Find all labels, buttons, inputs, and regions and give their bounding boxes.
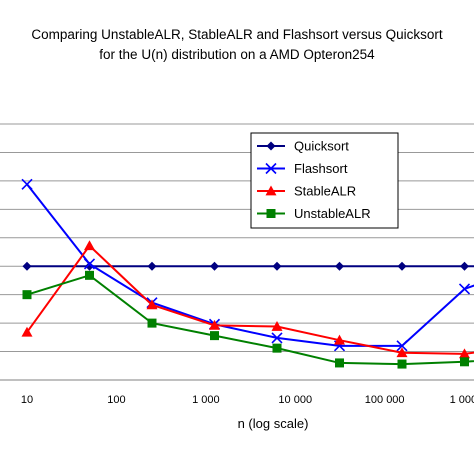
data-point-unstablealr: [460, 357, 469, 367]
legend-marker: [266, 209, 276, 218]
legend-item-quicksort: Quicksort: [257, 139, 349, 154]
legend-item-stablealr: StableALR: [257, 184, 356, 199]
data-point-unstablealr: [22, 290, 32, 300]
data-point-quicksort: [397, 261, 407, 271]
data-point-unstablealr: [85, 270, 94, 280]
data-point-quicksort: [460, 261, 469, 271]
data-point-stablealr: [396, 347, 408, 358]
data-point-stablealr: [459, 348, 470, 359]
chart-title-line2: for the U(n) distribution on a AMD Opter…: [99, 47, 375, 62]
data-point-unstablealr: [210, 331, 219, 341]
x-tick-label: 1 000: [192, 394, 220, 406]
x-axis-label: n (log scale): [238, 416, 309, 431]
legend-item-unstablealr: UnstableALR: [257, 206, 371, 221]
legend-marker: [266, 141, 276, 151]
chart-title-line1: Comparing UnstableALR, StableALR and Fla…: [31, 27, 442, 42]
data-point-unstablealr: [147, 318, 157, 328]
legend-marker: [265, 162, 277, 175]
legend: Quicksort Flashsort StableALR UnstableALR: [250, 132, 399, 229]
data-point-unstablealr: [397, 359, 407, 369]
data-point-quicksort: [210, 261, 219, 271]
data-point-quicksort: [272, 261, 282, 271]
data-point-stablealr: [21, 326, 33, 337]
legend-label: StableALR: [294, 184, 356, 199]
x-axis-ticks: 10 100 1 000 10 000 100 000 1 000 000: [21, 394, 474, 406]
data-point-flashsort: [271, 332, 283, 344]
legend-label: UnstableALR: [294, 206, 371, 221]
data-point-stablealr: [271, 321, 283, 331]
data-point-flashsort: [83, 258, 96, 270]
data-point-flashsort: [21, 178, 33, 190]
legend-label: Flashsort: [294, 161, 348, 176]
x-tick-label: 100 000: [365, 394, 405, 406]
data-point-unstablealr: [335, 358, 344, 368]
data-point-quicksort: [147, 261, 157, 271]
legend-label: Quicksort: [294, 139, 349, 154]
grid: [0, 123, 474, 381]
series-line-stablealr: [26, 244, 474, 355]
series-stablealr: [21, 240, 474, 359]
x-tick-label: 10 000: [278, 394, 312, 406]
data-point-quicksort: [22, 261, 32, 271]
x-tick-label: 100: [107, 394, 125, 406]
data-point-stablealr: [209, 319, 220, 330]
data-point-stablealr: [84, 240, 95, 251]
data-point-stablealr: [334, 334, 345, 345]
x-tick-label: 1 000 000: [450, 394, 474, 406]
data-point-flashsort: [396, 340, 408, 352]
data-point-unstablealr: [272, 343, 282, 353]
x-tick-label: 10: [21, 394, 33, 406]
legend-marker: [265, 185, 277, 196]
series-group: [21, 178, 474, 369]
data-point-quicksort: [335, 261, 344, 271]
data-point-flashsort: [458, 283, 471, 295]
series-unstablealr: [22, 270, 474, 369]
data-point-quicksort: [85, 261, 94, 271]
legend-item-flashsort: Flashsort: [257, 161, 348, 176]
data-point-stablealr: [146, 299, 158, 310]
